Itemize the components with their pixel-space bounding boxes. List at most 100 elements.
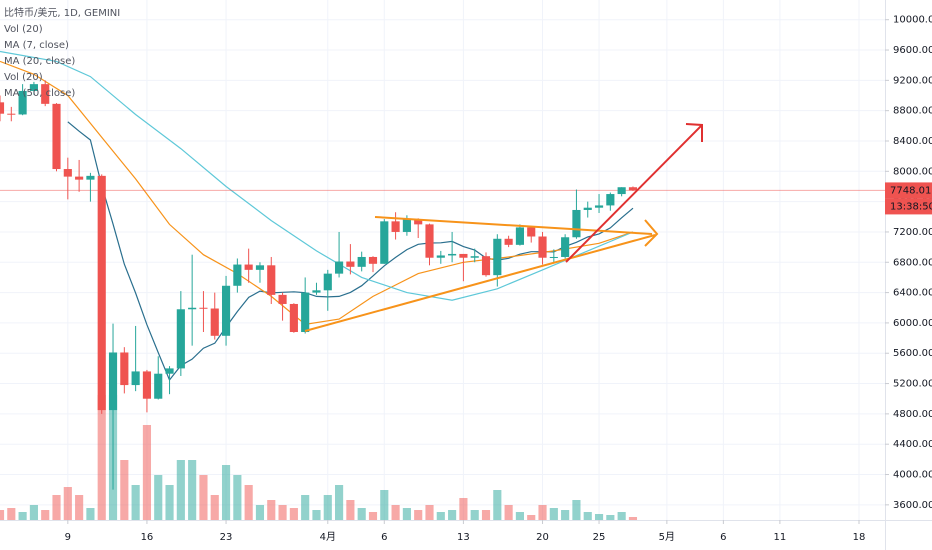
volume-bar [414,510,423,520]
volume-bar [346,500,355,520]
y-tick-label: 5600.00 [893,348,932,359]
trend-line [304,234,656,332]
volume-bar [481,510,491,520]
y-tick-label: 6800.00 [893,257,932,268]
volume-bar [233,475,242,520]
countdown-box [885,198,932,215]
volume-bar [335,485,344,520]
volume-bar [221,465,231,520]
trend-line [374,216,653,235]
candle-body [538,236,547,258]
candle-body [572,209,581,238]
x-tick-label: 6 [381,532,387,543]
volume-bar [131,485,140,520]
volume-bar [312,510,321,520]
volume-bar [436,512,445,520]
volume-bar [515,512,524,520]
y-tick-label: 8000.00 [893,166,932,177]
volume-bar [357,508,366,520]
legend: 比特币/美元, 1D, GEMINI Vol (20) MA (7, close… [4,6,120,99]
countdown-label: 13:38:50 [890,201,932,212]
candle-body [606,194,615,206]
y-tick-label: 3600.00 [893,500,932,511]
legend-title: 比特币/美元, 1D, GEMINI [4,6,120,19]
volume-bar [0,510,5,520]
x-tick-label: 16 [141,532,154,543]
candle-body [210,308,219,336]
volume-bar [425,505,434,520]
candle-body [199,307,208,309]
y-tick-label: 8400.00 [893,136,932,147]
y-tick-label: 9600.00 [893,45,932,56]
volume-bar [41,510,50,520]
candle-body [436,255,445,258]
y-tick-label: 10000.00 [893,15,932,26]
candle-body [459,253,468,258]
volume-bar [391,505,400,520]
candle-body [628,187,638,191]
x-tick-label: 11 [774,532,787,543]
last-price-label: 7748.01 [890,185,931,196]
legend-entry: MA (7, close) [4,40,69,51]
volume-bar [97,395,106,520]
volume-bar [628,517,638,520]
legend-entry: Vol (20) [4,72,43,83]
volume-bar [86,508,95,520]
volume-bar [323,495,332,520]
candle-body [29,84,38,91]
volume-bar [244,485,253,520]
drawings [304,123,703,332]
x-tick-label: 18 [853,532,866,543]
candle-body [255,265,265,270]
volume-bar [538,505,547,520]
candle-body [244,264,253,270]
axes: 3600.00 4000.00 4400.00 4800.00 5200.00 5600.… [65,15,932,543]
candle-body [131,371,140,386]
volume-bar [561,510,570,520]
volume-bar [583,512,592,520]
candle-body [346,261,355,267]
y-tick-label: 7200.00 [893,227,932,238]
candle-body [142,371,152,399]
ma-line [0,50,634,301]
candle-body [120,352,129,386]
volume-bar [142,425,152,520]
volume-bar [289,508,298,520]
candle-body [154,373,163,399]
candle-body [335,261,344,274]
volume-bar [402,508,411,520]
candle-body [414,219,423,225]
candle-body [52,103,61,170]
x-tick-label: 5月 [659,531,675,543]
x-tick-label: 25 [593,532,606,543]
candle-body [380,221,389,264]
candle-body [267,265,276,295]
volume-bar [7,508,16,520]
arrow-head [644,219,659,247]
candle-body [481,256,491,276]
volume-bar [199,475,208,520]
volume-bar [120,460,129,520]
last-price-box [885,182,932,199]
candle-body [515,227,524,245]
volume-bar [470,510,479,520]
y-tick-label: 4400.00 [893,439,932,450]
candle-body [165,368,174,374]
volume-bar [301,495,310,520]
volume-bar [52,495,61,520]
candle-body [221,285,231,336]
x-tick-label: 23 [220,532,233,543]
candle-body [504,238,513,245]
candle-body [594,205,604,208]
volume-bar [527,515,536,520]
candle-body [561,237,570,257]
candle-body [391,221,400,232]
candle-body [63,169,72,177]
ma-line [0,60,634,326]
volume-bar [448,510,457,520]
y-tick-label: 6000.00 [893,318,932,329]
candle-body [0,102,5,114]
